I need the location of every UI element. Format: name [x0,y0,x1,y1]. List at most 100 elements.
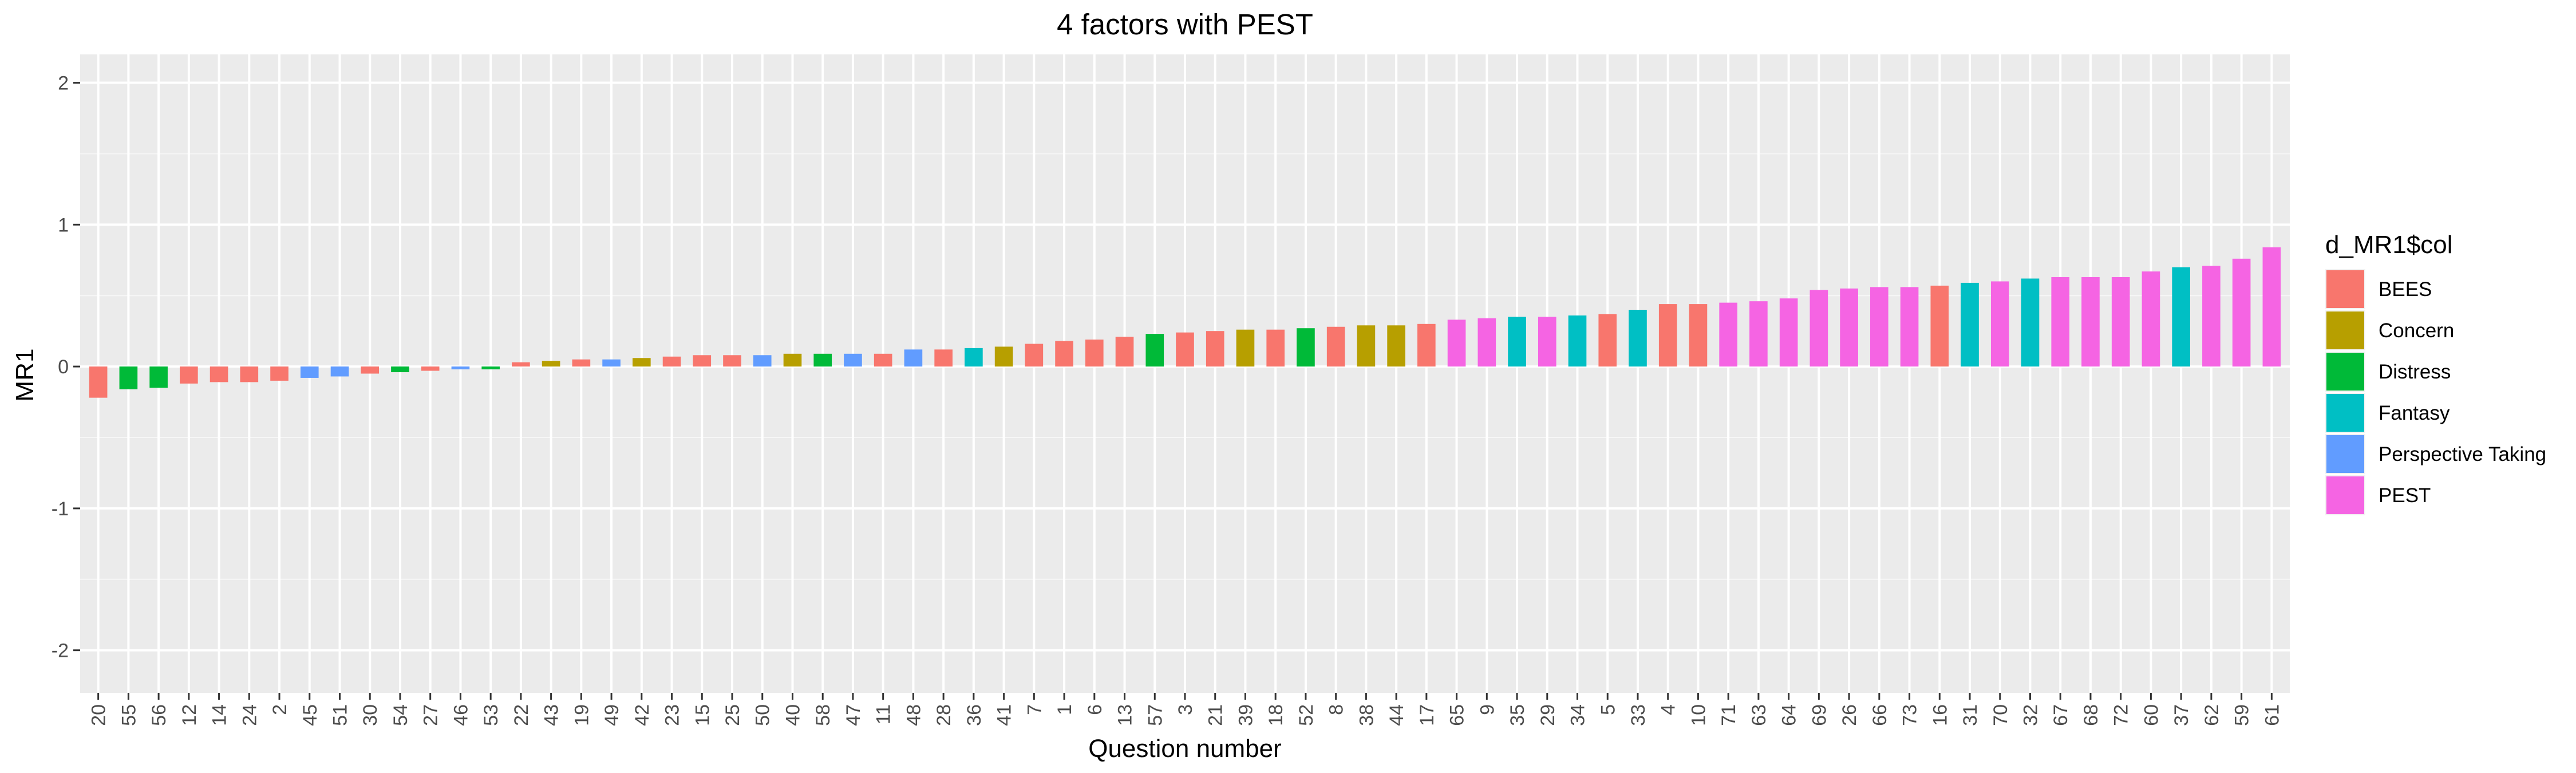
bar-q21 [1206,331,1224,367]
bar-q25 [723,355,741,367]
bar-q59 [2232,258,2251,367]
bar-q32 [2021,278,2040,367]
legend-swatch [2326,435,2364,473]
legend-swatch [2326,311,2364,349]
x-tick-label: 23 [662,704,683,726]
bar-q65 [1447,320,1466,367]
bar-q15 [693,355,712,367]
bar-q40 [783,353,802,367]
bar-q4 [1658,304,1677,367]
bar-q53 [481,366,500,370]
x-tick-label: 63 [1748,704,1770,726]
bar-q33 [1629,310,1647,367]
bar-q45 [300,366,319,378]
bar-q28 [934,349,953,367]
y-tick-label: 1 [58,214,69,236]
x-tick-label: 42 [631,704,653,726]
bar-q5 [1598,314,1617,367]
bar-q55 [119,366,138,389]
y-tick-label: -1 [52,498,69,520]
x-tick-label: 34 [1567,704,1589,726]
bar-q8 [1326,326,1345,367]
x-tick-label: 25 [722,704,744,726]
bar-q52 [1297,328,1315,367]
x-tick-label: 67 [2050,704,2072,726]
x-tick-label: 73 [1899,704,1921,726]
bar-q19 [572,359,591,367]
x-tick-label: 13 [1115,704,1136,726]
x-tick-label: 72 [2111,704,2132,726]
bar-q48 [904,349,923,367]
x-tick-label: 48 [903,704,924,726]
x-tick-label: 33 [1627,704,1649,726]
x-tick-label: 27 [420,704,442,726]
legend-label: Perspective Taking [2379,443,2546,466]
x-tick-label: 16 [1929,704,1951,726]
x-tick-label: 7 [1024,704,1045,715]
bar-q71 [1719,302,1737,367]
bar-q51 [330,366,349,377]
bar-q11 [874,353,892,367]
x-tick-label: 68 [2080,704,2102,726]
bar-q61 [2262,247,2281,367]
bar-q38 [1357,325,1376,367]
bar-q47 [844,353,862,367]
x-tick-label: 64 [1779,704,1800,726]
x-tick-label: 2 [269,704,291,715]
legend-swatch [2326,394,2364,432]
x-tick-label: 60 [2140,704,2162,726]
bar-q22 [512,362,530,367]
x-tick-label: 30 [359,704,381,726]
x-tick-label: 45 [299,704,321,726]
x-tick-label: 29 [1537,704,1559,726]
x-tick-label: 14 [209,704,231,726]
x-tick-label: 65 [1447,704,1468,726]
x-tick-label: 32 [2020,704,2042,726]
bar-q49 [602,359,621,367]
bar-q69 [1809,290,1828,367]
bar-q34 [1568,315,1587,367]
x-tick-label: 71 [1718,704,1740,726]
bar-q57 [1145,334,1164,367]
x-tick-label: 19 [571,704,592,726]
x-tick-label: 61 [2261,704,2283,726]
x-tick-label: 44 [1386,704,1408,726]
legend-title: d_MR1$col [2325,231,2453,259]
x-tick-label: 62 [2201,704,2223,726]
y-tick-label: 2 [58,73,69,94]
bar-q68 [2081,277,2100,367]
bar-q29 [1538,317,1556,367]
x-tick-label: 55 [118,704,140,726]
bar-q66 [1870,287,1888,367]
x-tick-label: 37 [2171,704,2192,726]
bar-q3 [1176,332,1194,367]
x-tick-label: 49 [601,704,623,726]
x-tick-label: 69 [1808,704,1830,726]
legend-label: BEES [2379,278,2432,301]
x-tick-label: 36 [963,704,985,726]
bar-q10 [1689,304,1708,367]
x-tick-label: 54 [390,704,412,726]
x-tick-label: 66 [1869,704,1891,726]
bar-q54 [391,366,409,373]
bar-q44 [1387,325,1405,367]
bar-q73 [1900,287,1919,367]
bar-q50 [753,355,772,367]
x-tick-label: 21 [1205,704,1227,726]
bar-q36 [965,348,983,367]
x-tick-label: 31 [1959,704,1981,726]
x-tick-label: 40 [782,704,804,726]
x-tick-label: 57 [1144,704,1166,726]
y-axis-title: MR1 [11,349,39,402]
bar-q1 [1055,341,1073,367]
x-tick-label: 53 [480,704,502,726]
x-tick-label: 4 [1658,704,1680,715]
bar-q27 [421,366,440,371]
bar-q7 [1025,344,1044,367]
x-tick-label: 17 [1416,704,1438,726]
legend-swatch [2326,353,2364,391]
bars [89,247,2281,398]
x-tick-label: 22 [511,704,532,726]
x-tick-label: 38 [1356,704,1377,726]
bar-q13 [1115,337,1134,367]
